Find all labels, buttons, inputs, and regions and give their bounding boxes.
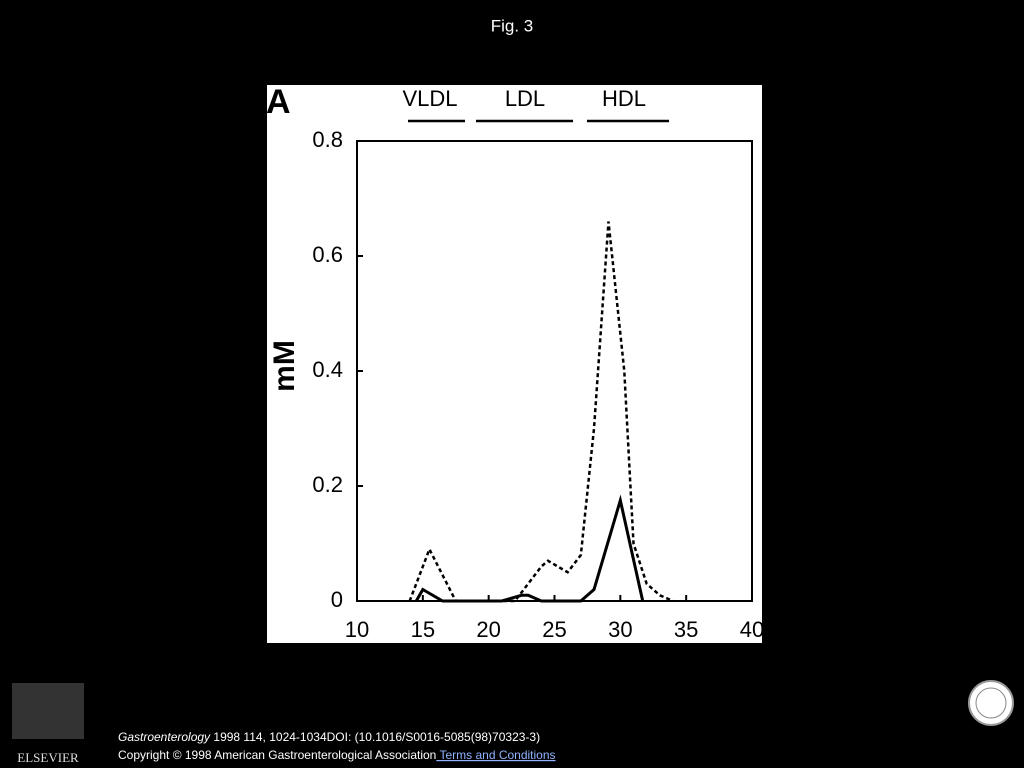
- journal: Gastroenterology: [118, 730, 211, 744]
- figure-panel: [267, 85, 762, 643]
- x-tick-label: 15: [411, 617, 435, 642]
- footer: ELSEVIER Gastroenterology 1998 114, 1024…: [12, 680, 1014, 765]
- copyright-text: Copyright © 1998 American Gastroenterolo…: [118, 748, 436, 762]
- society-logo-ring: [975, 687, 1007, 719]
- y-axis-label: mM: [268, 340, 301, 392]
- publisher-tree: [12, 683, 84, 739]
- annotation: VLDL: [402, 86, 457, 111]
- series-line: [414, 494, 645, 603]
- terms-link[interactable]: Terms and Conditions: [436, 748, 555, 762]
- y-tick-label: 0.6: [312, 242, 343, 267]
- y-tick-label: 0.8: [312, 127, 343, 152]
- society-logo: [968, 680, 1014, 726]
- copyright: Copyright © 1998 American Gastroenterolo…: [118, 748, 556, 762]
- x-tick-label: 40: [740, 617, 764, 642]
- x-tick-label: 10: [345, 617, 369, 642]
- y-tick-label: 0.4: [312, 357, 343, 382]
- publisher-logo: ELSEVIER: [17, 750, 79, 765]
- y-tick-label: 0.2: [312, 472, 343, 497]
- x-tick-label: 35: [674, 617, 698, 642]
- slide-title: Fig. 3: [491, 16, 534, 35]
- y-tick-label: 0: [331, 587, 343, 612]
- panel-label: A: [266, 83, 291, 121]
- x-tick-label: 20: [476, 617, 500, 642]
- citation-detail: 1998 114, 1024-1034DOI: (10.1016/S0016-5…: [210, 730, 540, 744]
- x-tick-label: 25: [542, 617, 566, 642]
- x-tick-label: 30: [608, 617, 632, 642]
- citation: Gastroenterology 1998 114, 1024-1034DOI:…: [118, 730, 540, 744]
- annotation: LDL: [505, 86, 545, 111]
- annotation: HDL: [602, 86, 646, 111]
